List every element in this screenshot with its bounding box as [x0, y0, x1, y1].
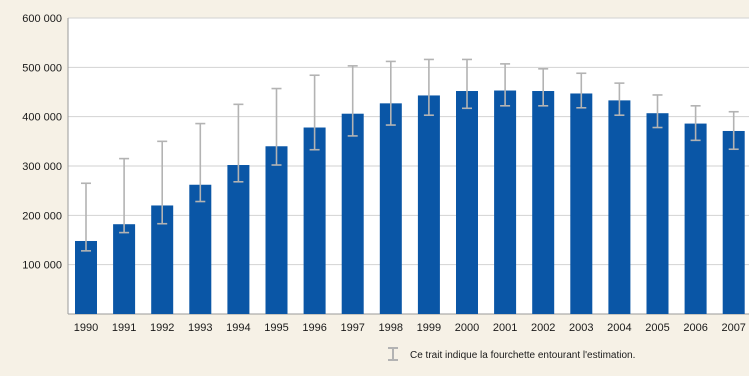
bar-1990	[75, 240, 97, 314]
bar-1993	[189, 184, 212, 314]
error-bar-2004	[614, 82, 625, 116]
error-bar-2003	[576, 72, 587, 109]
legend-note: Ce trait indique la fourchette entourant…	[410, 350, 635, 361]
x-tick-label: 2000	[455, 322, 479, 334]
x-tick-label: 1990	[74, 322, 98, 334]
bar-2006	[684, 123, 707, 314]
bar-1991	[113, 224, 136, 314]
error-bar-1992	[157, 140, 168, 225]
bar-2001	[494, 90, 517, 315]
x-tick-label: 1993	[188, 322, 212, 334]
error-bar-1998	[385, 60, 396, 126]
error-bar-1997	[347, 65, 358, 137]
bar-2002	[532, 91, 555, 314]
bar-2000	[456, 91, 478, 314]
bar-1992	[151, 205, 174, 314]
error-bar-1996	[309, 74, 320, 151]
error-range-legend-icon	[388, 347, 398, 361]
error-bar-1990	[81, 182, 91, 252]
x-tick-label: 2002	[531, 322, 555, 334]
error-bar-2007	[728, 110, 739, 151]
y-tick-label: 200 000	[22, 210, 62, 222]
y-tick-label: 600 000	[22, 13, 62, 25]
error-bar-2000	[462, 58, 472, 110]
x-tick-label: 2005	[645, 322, 669, 334]
x-tick-label: 1998	[379, 322, 403, 334]
y-tick-label: 300 000	[22, 161, 62, 173]
bar-1994	[227, 165, 250, 314]
y-tick-label: 100 000	[22, 260, 62, 272]
x-tick-label: 1997	[340, 322, 364, 334]
x-tick-label: 1991	[112, 322, 136, 334]
bar-2005	[646, 113, 669, 314]
error-bar-1991	[119, 157, 130, 234]
x-tick-label: 1995	[264, 322, 288, 334]
bar-1998	[379, 103, 402, 314]
error-bar-2006	[690, 105, 701, 142]
error-bar-2005	[652, 94, 663, 129]
bar-1999	[417, 95, 440, 314]
error-bar-1993	[195, 122, 206, 203]
bars	[75, 90, 745, 315]
x-tick-label: 1999	[417, 322, 441, 334]
y-tick-label: 500 000	[22, 62, 62, 74]
x-axis-ticks: 1990 1991 1992 1993 1994 1995 1996 1997 1998 1999…	[74, 322, 746, 334]
error-bar-1995	[271, 87, 282, 166]
bar-1997	[341, 113, 364, 314]
y-axis-ticks: 100 000 200 000 300 000 400 000 500 000 600 0…	[22, 13, 62, 272]
legend: Ce trait indique la fourchette entourant…	[388, 347, 635, 361]
x-tick-label: 2003	[569, 322, 593, 334]
x-tick-label: 2006	[683, 322, 707, 334]
gridlines	[67, 17, 749, 315]
error-bar-1994	[233, 103, 244, 183]
error-bar-2002	[538, 68, 549, 107]
error-bars	[81, 58, 739, 252]
error-bar-1999	[423, 58, 434, 116]
bar-2003	[570, 93, 593, 314]
bar-2007	[722, 130, 745, 314]
x-tick-label: 2007	[721, 322, 745, 334]
error-bar-2001	[500, 63, 511, 107]
bar-2004	[608, 100, 631, 315]
x-tick-label: 1992	[150, 322, 174, 334]
y-tick-label: 400 000	[22, 112, 62, 124]
bar-1995	[265, 146, 288, 314]
bar-1996	[303, 127, 326, 315]
x-tick-label: 1996	[302, 322, 326, 334]
x-tick-label: 1994	[226, 322, 250, 334]
x-tick-label: 2001	[493, 322, 517, 334]
x-tick-label: 2004	[607, 322, 631, 334]
